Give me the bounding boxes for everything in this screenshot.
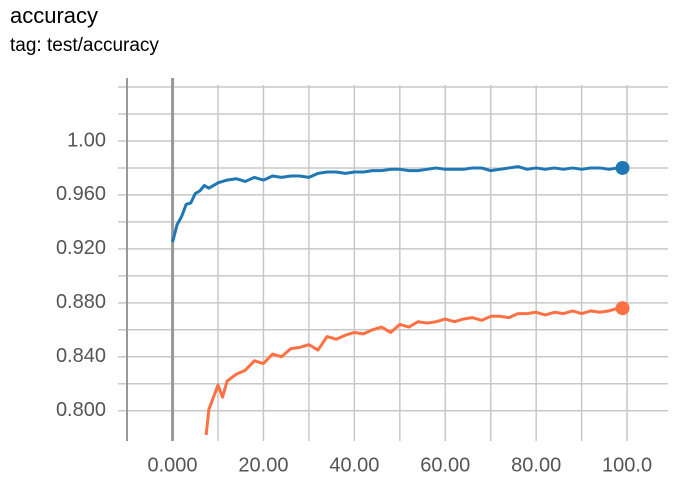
y-tick-label: 0.840 xyxy=(56,345,106,367)
y-tick-label: 0.880 xyxy=(56,291,106,313)
x-tick-label: 60.00 xyxy=(420,454,470,476)
x-tick-label: 20.00 xyxy=(238,454,288,476)
x-tick-label: 40.00 xyxy=(329,454,379,476)
end-point xyxy=(615,160,630,175)
y-tick-label: 1.00 xyxy=(67,129,106,151)
y-tick-label: 0.920 xyxy=(56,237,106,259)
series-line xyxy=(171,165,623,243)
chart-title: accuracy xyxy=(10,3,98,28)
y-tick-label: 0.960 xyxy=(56,183,106,205)
x-tick-label: 80.00 xyxy=(511,454,561,476)
x-tick-label: 100.0 xyxy=(602,454,652,476)
x-tick-label: 0.000 xyxy=(148,454,198,476)
series-line xyxy=(204,306,623,435)
chart-subtitle: tag: test/accuracy xyxy=(10,35,159,56)
y-tick-label: 0.800 xyxy=(56,399,106,421)
end-point xyxy=(615,301,630,316)
